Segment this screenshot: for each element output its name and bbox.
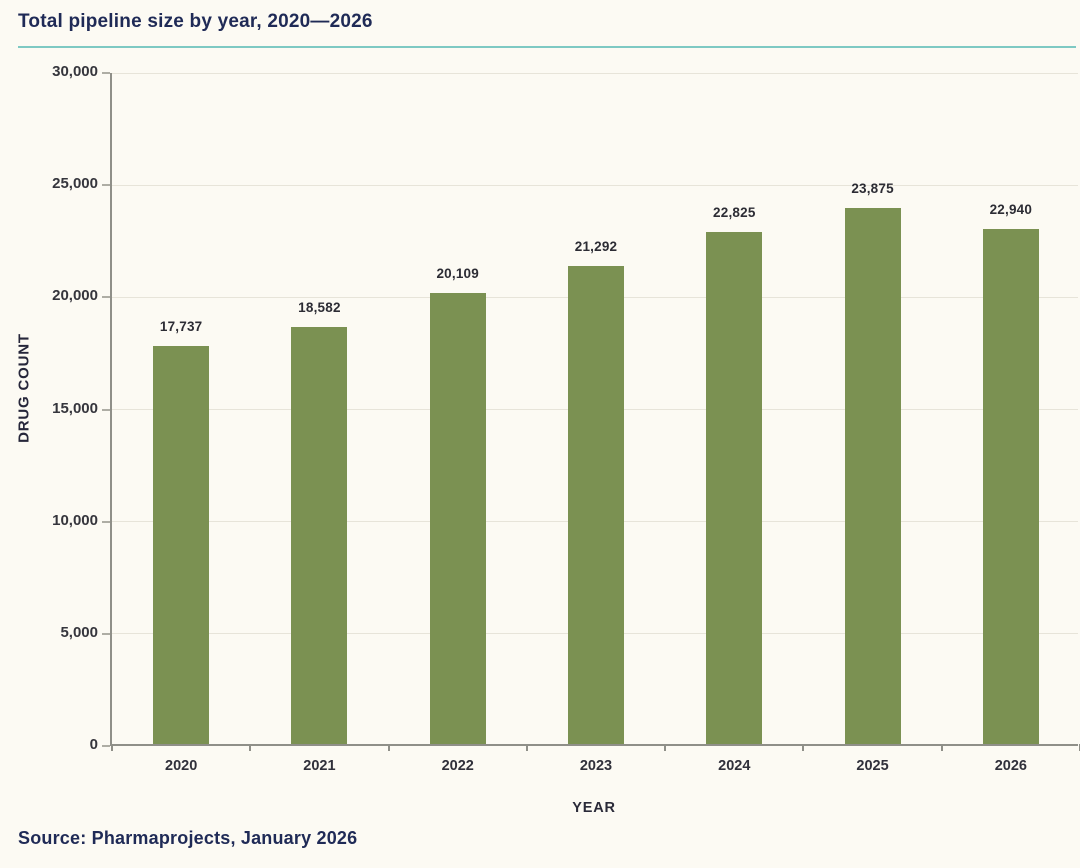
- title-underline-accent: [18, 46, 1076, 48]
- bar: [982, 229, 1039, 744]
- x-tick-label: 2020: [165, 758, 198, 774]
- x-axis-tick: [940, 744, 943, 751]
- y-axis-tick: [102, 184, 110, 187]
- x-tick-label: 2022: [441, 758, 474, 774]
- y-axis-tick: [102, 520, 110, 523]
- y-axis-tick: [102, 408, 110, 411]
- x-axis-title: YEAR: [572, 800, 616, 816]
- gridline: [112, 72, 1078, 74]
- bar: [844, 208, 901, 744]
- bar-value-label: 22,940: [989, 202, 1033, 218]
- y-axis-title: DRUG COUNT: [15, 333, 33, 443]
- x-tick-label: 2026: [994, 758, 1027, 774]
- x-axis-tick: [387, 744, 390, 751]
- bar: [153, 346, 210, 744]
- y-tick-label: 25,000: [52, 175, 98, 193]
- y-tick-label: 0: [89, 736, 98, 753]
- bar-value-label: 22,825: [713, 204, 756, 220]
- gridline: [112, 184, 1078, 186]
- x-axis-tick: [111, 744, 113, 751]
- chart-title: Total pipeline size by year, 2020—2026: [18, 11, 373, 32]
- source-attribution: Source: Pharmaprojects, January 2026: [18, 828, 358, 848]
- bar-value-label: 23,875: [851, 181, 894, 197]
- x-tick-label: 2024: [718, 758, 751, 774]
- y-tick-label: 10,000: [52, 511, 98, 529]
- y-axis-tick: [102, 72, 110, 74]
- x-tick-label: 2025: [856, 758, 889, 774]
- x-tick-label: 2021: [303, 758, 336, 774]
- bar: [429, 292, 486, 744]
- bar: [706, 231, 763, 744]
- bar-value-label: 18,582: [298, 300, 341, 316]
- x-tick-label: 2023: [579, 758, 613, 774]
- bar-value-label: 21,292: [574, 239, 618, 255]
- x-axis-tick: [664, 744, 667, 751]
- y-axis-tick: [102, 296, 110, 299]
- x-axis-tick: [525, 744, 528, 751]
- y-axis-tick: [102, 632, 110, 635]
- bar: [291, 327, 348, 744]
- y-tick-label: 20,000: [52, 287, 98, 305]
- x-axis-tick: [802, 744, 805, 751]
- bar-value-label: 17,737: [159, 319, 203, 335]
- y-tick-label: 5,000: [60, 623, 98, 641]
- bar-value-label: 20,109: [436, 265, 479, 281]
- plot-area: 0 5,000 10,000 15,000 20,000 25,000 30,000 17,7…: [52, 63, 1080, 774]
- y-axis-tick: [102, 745, 110, 747]
- y-tick-label: 15,000: [52, 399, 98, 417]
- bar: [568, 266, 624, 744]
- x-axis-tick: [249, 744, 252, 751]
- y-tick-label: 30,000: [52, 63, 98, 80]
